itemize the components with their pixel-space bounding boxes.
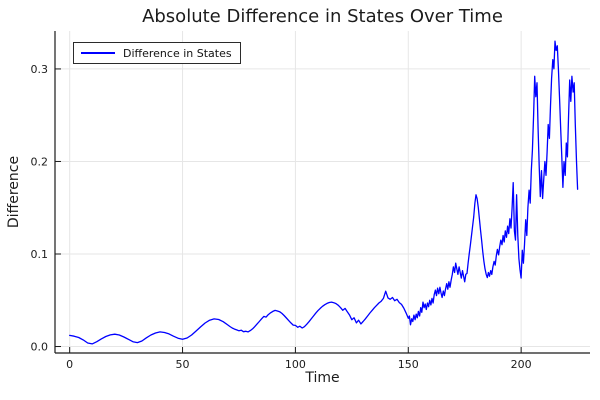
series-line	[69, 40, 579, 345]
y-tick-label: 0.3	[31, 63, 49, 76]
chart-title: Absolute Difference in States Over Time	[142, 6, 503, 27]
x-tick-label: 200	[511, 358, 532, 371]
y-tick-label: 0.1	[31, 248, 49, 261]
legend-line-swatch	[81, 52, 115, 54]
x-tick-label: 150	[398, 358, 419, 371]
legend-label: Difference in States	[123, 46, 232, 60]
x-tick-label: 0	[66, 358, 73, 371]
x-tick-label: 50	[176, 358, 190, 371]
y-tick-label: 0.2	[31, 155, 49, 168]
x-axis-label: Time	[305, 370, 340, 386]
legend: Difference in States	[73, 42, 241, 64]
x-tick-label: 100	[285, 358, 306, 371]
y-axis-label: Difference	[6, 155, 22, 229]
y-tick-label: 0.0	[31, 341, 49, 354]
